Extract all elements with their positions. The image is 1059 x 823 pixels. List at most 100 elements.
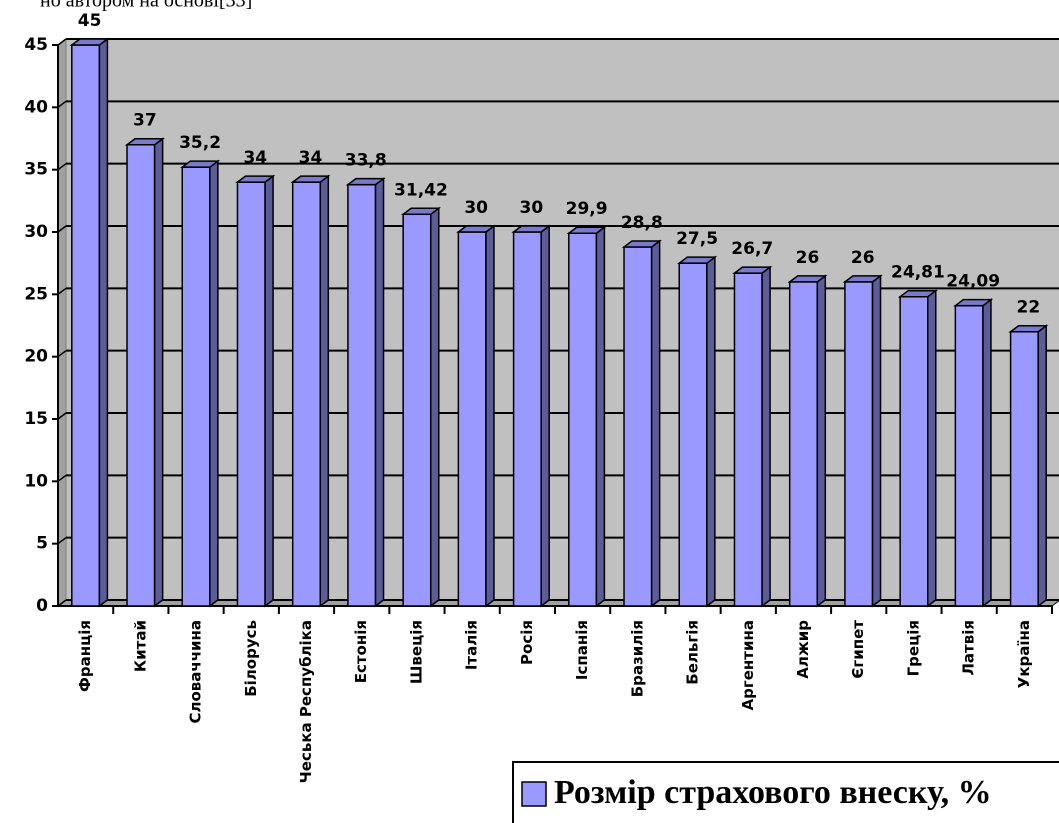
x-tick-label: Швеція — [407, 620, 425, 684]
bar-front — [844, 281, 874, 607]
x-tick-label: Україна — [1015, 620, 1033, 688]
y-tick-label: 45 — [24, 35, 48, 55]
bar-top — [897, 289, 938, 298]
bar-top — [677, 256, 718, 264]
y-tick-label: 30 — [24, 222, 48, 242]
grid-line — [57, 537, 67, 545]
x-tick-label: Китай — [131, 620, 149, 672]
x-tick-label: Іспанія — [573, 620, 591, 680]
bar-front — [512, 231, 542, 607]
y-tick-label: 5 — [36, 534, 48, 554]
bar-top — [235, 175, 276, 183]
bar-side — [319, 174, 330, 608]
value-label: 24,81 — [891, 263, 945, 283]
value-label: 34 — [299, 148, 323, 168]
grid-line — [57, 412, 67, 420]
bar-top — [732, 266, 773, 274]
bar-front — [126, 143, 156, 607]
bar-front — [457, 231, 487, 607]
bar-front — [788, 281, 819, 607]
grid-line — [57, 38, 67, 46]
value-label: 35,2 — [179, 133, 221, 153]
value-label: 31,42 — [394, 180, 448, 200]
bar-top — [400, 207, 441, 216]
bar-side — [430, 206, 440, 608]
bar-front — [291, 181, 322, 607]
x-tick-label: Єгипет — [849, 620, 867, 679]
value-label: 34 — [243, 148, 267, 168]
legend-label: Розмір страхового внеску, % — [554, 774, 992, 811]
value-label: 33,8 — [345, 151, 387, 171]
x-tick-label: Аргентина — [739, 620, 757, 710]
value-label: 45 — [78, 11, 102, 31]
y-tick-label: 15 — [24, 409, 48, 429]
bar-side — [982, 298, 992, 608]
x-tick-label: Словаччина — [187, 620, 205, 724]
grid-line — [57, 474, 67, 482]
x-tick-label: Чеська Республіка — [297, 620, 315, 783]
bar-top — [842, 275, 883, 283]
value-label: 30 — [464, 198, 488, 218]
x-tick-label: Бразилія — [628, 620, 646, 697]
bar-front — [347, 183, 377, 607]
legend-box — [512, 761, 1059, 823]
bar-front — [678, 262, 708, 607]
x-tick-label: Франція — [76, 620, 94, 692]
grid-line — [57, 287, 67, 295]
x-tick-label: Латвія — [960, 620, 978, 676]
bar-front — [568, 232, 598, 607]
bar-side — [761, 265, 771, 608]
bar-side — [153, 137, 164, 608]
value-label: 28,8 — [621, 213, 663, 233]
bar-front — [71, 44, 101, 607]
value-label: 26 — [851, 248, 875, 268]
y-tick-label: 0 — [36, 596, 48, 616]
bar-top — [180, 160, 221, 168]
x-tick-label: Естонія — [352, 620, 370, 683]
bar-front — [623, 246, 653, 607]
value-label: 37 — [133, 111, 157, 131]
bar-side — [927, 289, 937, 608]
bar-side — [98, 37, 109, 608]
value-label: 26 — [796, 248, 820, 268]
bar-side — [650, 239, 661, 608]
bar-front — [1009, 330, 1039, 607]
bar-side — [595, 225, 606, 608]
bar-top — [456, 225, 497, 233]
bar-front — [899, 295, 929, 607]
bar-top — [69, 38, 110, 46]
bar-top — [511, 225, 552, 233]
bar-side — [485, 224, 495, 608]
bar-top — [124, 137, 165, 146]
value-label: 29,9 — [566, 199, 608, 219]
y-tick-label: 40 — [24, 97, 48, 117]
legend-swatch — [521, 781, 547, 807]
bar-top — [345, 177, 386, 186]
bar-front — [402, 213, 432, 607]
y-tick-label: 35 — [24, 160, 48, 180]
value-label: 24,09 — [946, 272, 1000, 292]
bar-top — [290, 175, 331, 183]
x-tick-label: Білорусь — [242, 620, 260, 697]
plot-side — [57, 38, 67, 607]
bar-side — [264, 174, 274, 608]
x-tick-label: Бельгія — [684, 620, 702, 685]
bar-side — [374, 177, 385, 608]
value-label: 22 — [1017, 298, 1041, 318]
bar-side — [1037, 324, 1047, 608]
bar-side — [871, 274, 882, 608]
bar-front — [733, 272, 763, 607]
value-label: 27,5 — [676, 229, 718, 249]
caption: но автором на основі[33] — [40, 0, 252, 12]
value-label: 30 — [520, 198, 544, 218]
bar-front — [954, 304, 984, 607]
bar-top — [621, 240, 662, 248]
y-tick-label: 20 — [24, 347, 48, 367]
bar-top — [787, 275, 828, 283]
grid-line — [57, 163, 67, 171]
x-tick-label: Алжир — [794, 620, 812, 679]
bar-front — [236, 181, 266, 607]
y-tick-label: 10 — [24, 471, 48, 491]
x-tick-label: Італія — [463, 620, 481, 670]
